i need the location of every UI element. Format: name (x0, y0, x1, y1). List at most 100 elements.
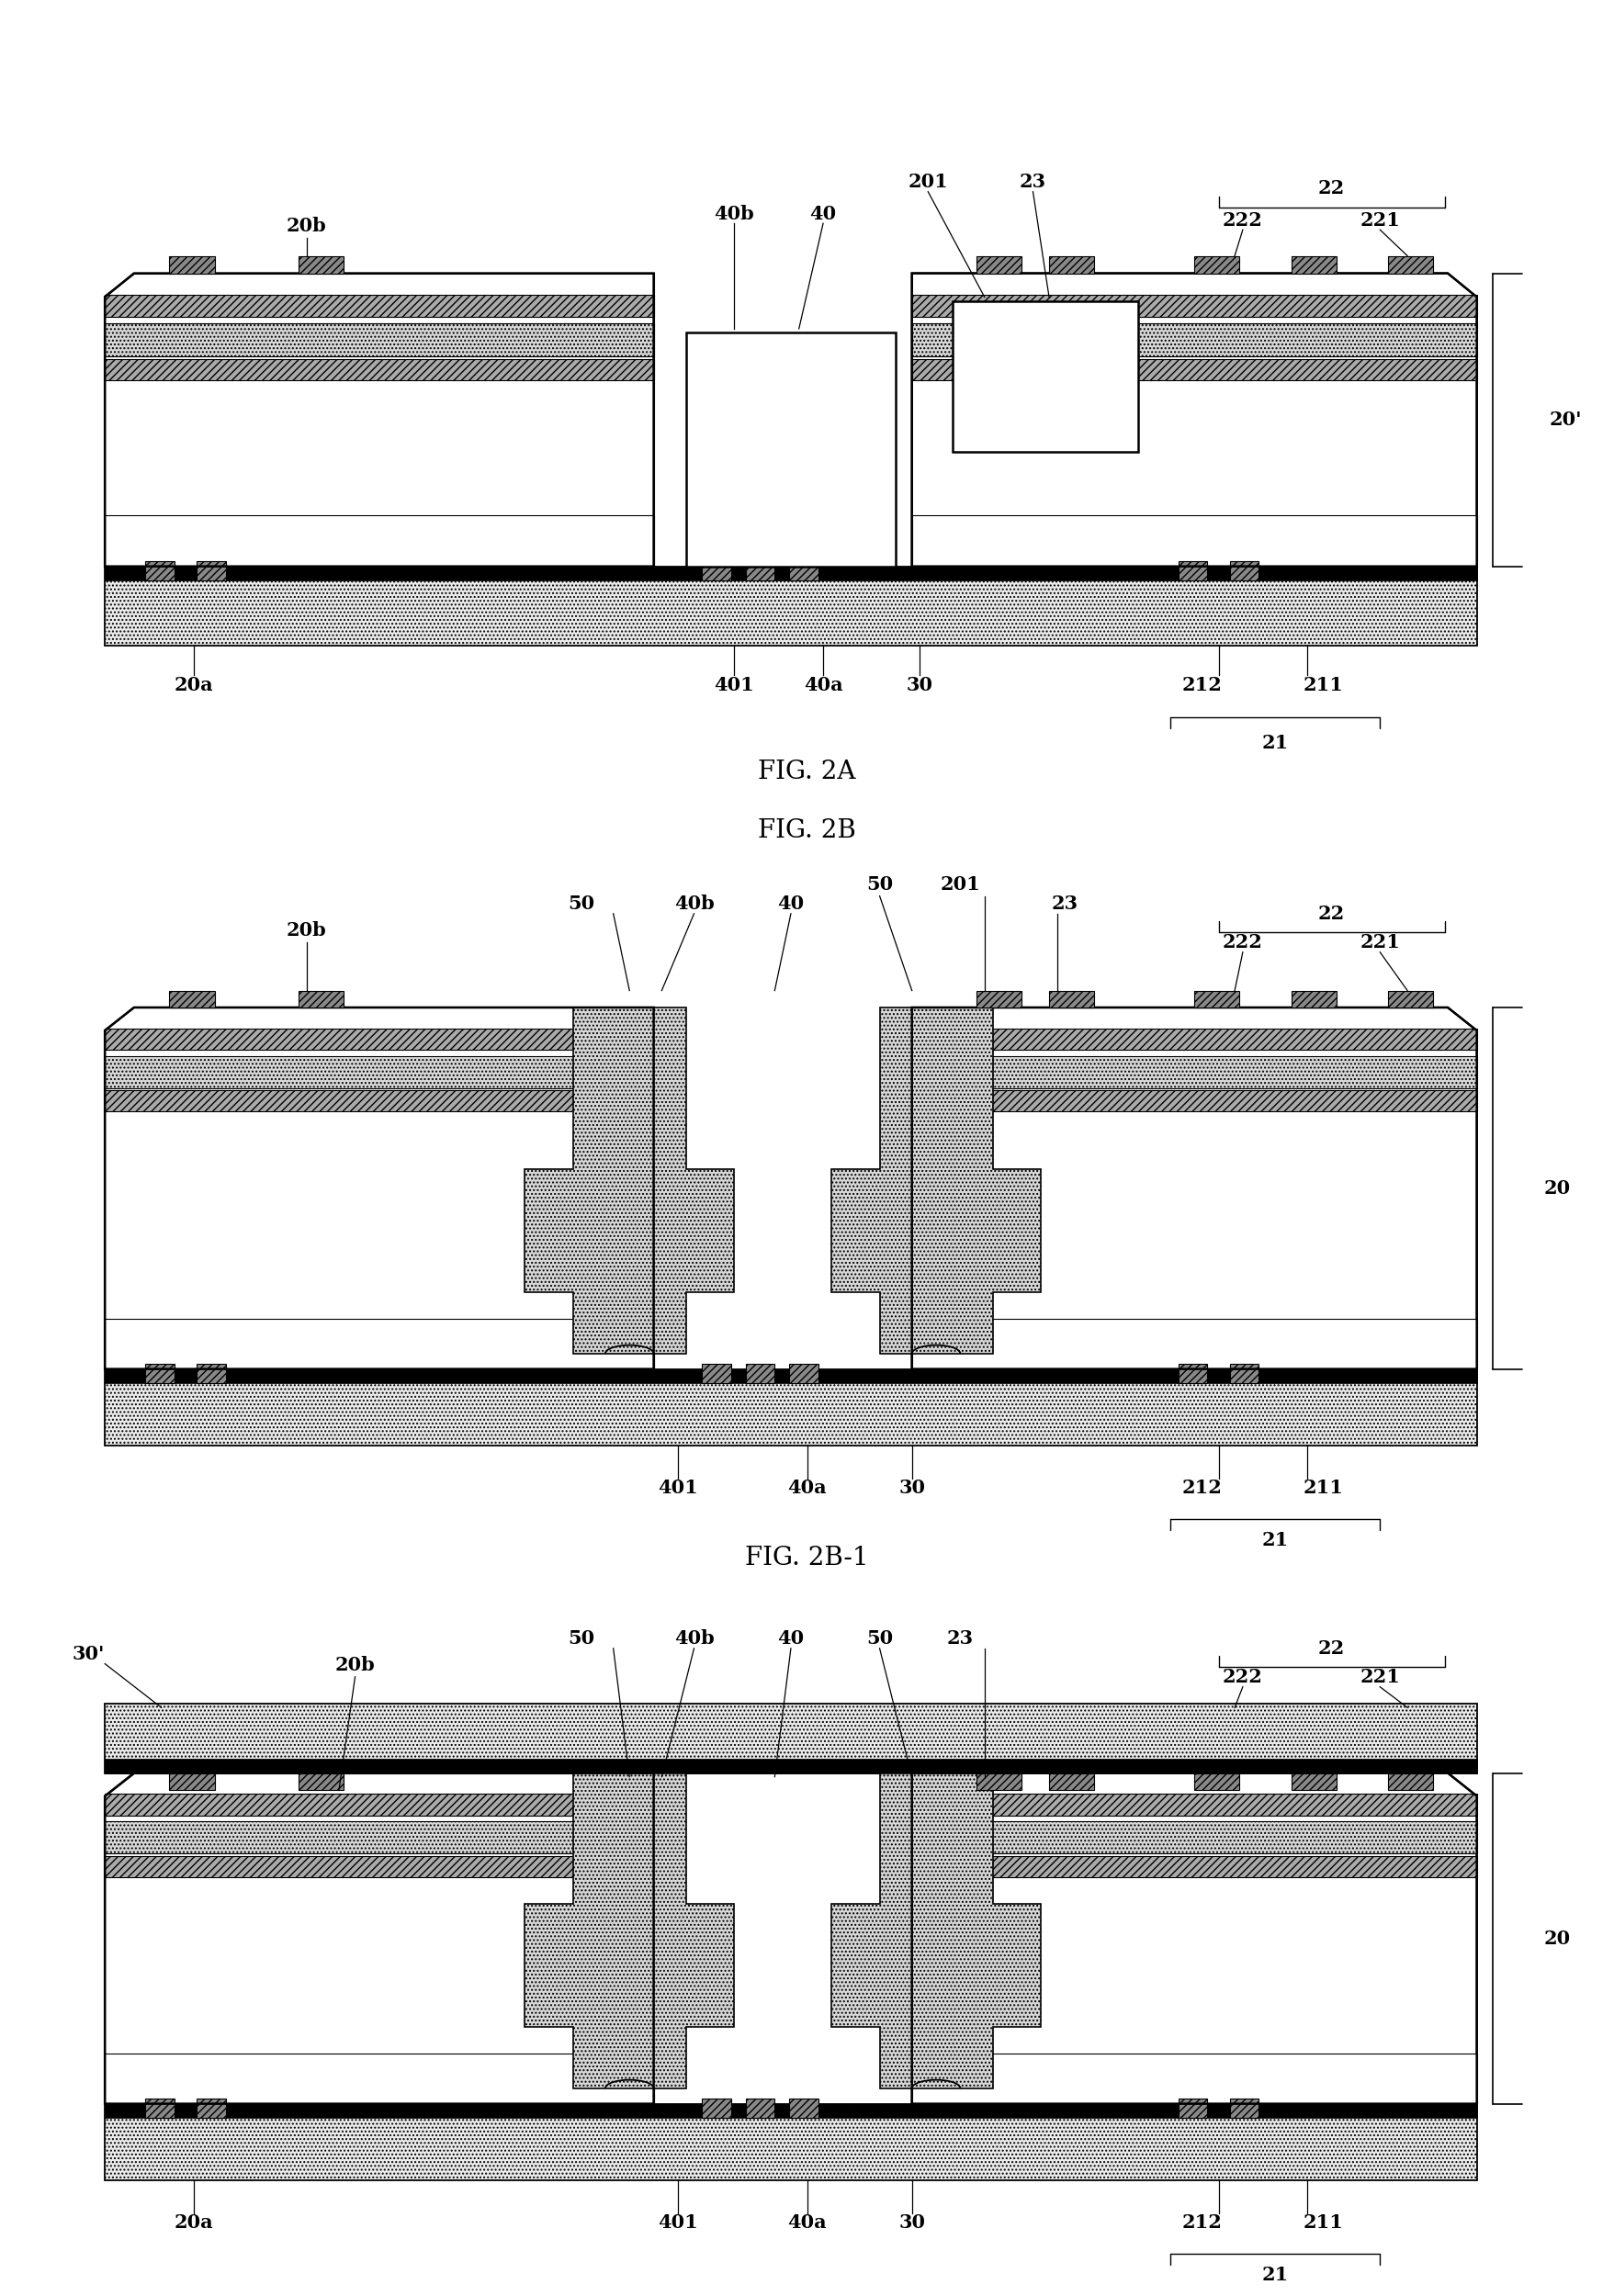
Polygon shape (831, 1773, 1041, 2089)
Bar (912, 2053, 1477, 2103)
Bar (1230, 2099, 1259, 2117)
Bar (299, 990, 344, 1008)
Bar (1291, 990, 1336, 1008)
Bar (1291, 1773, 1336, 1791)
Text: 22: 22 (1319, 905, 1344, 923)
Text: 20b: 20b (336, 1655, 374, 1674)
Text: 50: 50 (867, 875, 893, 893)
Bar (1388, 255, 1433, 273)
Bar (105, 514, 654, 567)
Bar (1049, 990, 1094, 1008)
Text: 23: 23 (1020, 172, 1046, 191)
Bar (746, 560, 775, 581)
Polygon shape (105, 1773, 654, 2103)
Bar (105, 1368, 1477, 1446)
Bar (105, 358, 654, 381)
Bar (197, 1364, 226, 1382)
Bar (912, 1855, 1477, 1876)
Bar (702, 1364, 731, 1382)
Bar (1388, 990, 1433, 1008)
Bar (197, 560, 226, 581)
Bar (1178, 2099, 1207, 2117)
Text: 40: 40 (810, 204, 836, 223)
Text: 40b: 40b (675, 1630, 713, 1649)
Bar (1049, 255, 1094, 273)
Bar (1388, 1773, 1433, 1791)
Text: 21: 21 (1262, 1531, 1288, 1550)
Bar (105, 1056, 654, 1088)
Bar (912, 1056, 1477, 1088)
Bar (912, 1793, 1477, 1816)
Text: 221: 221 (1361, 932, 1399, 951)
Bar (105, 567, 1477, 581)
Bar (1230, 560, 1259, 581)
Bar (1194, 990, 1240, 1008)
Text: 30: 30 (899, 1479, 925, 1497)
Text: 20: 20 (1545, 1180, 1570, 1199)
Text: 222: 222 (1223, 1667, 1262, 1685)
Text: 40a: 40a (804, 675, 843, 693)
Text: 20a: 20a (174, 675, 213, 693)
Text: 211: 211 (1304, 675, 1343, 693)
Bar (105, 324, 654, 356)
Polygon shape (831, 1008, 1041, 1355)
Bar (1291, 255, 1336, 273)
Text: 30: 30 (907, 675, 933, 693)
Text: 201: 201 (909, 172, 947, 191)
Text: 20b: 20b (287, 216, 326, 234)
Bar (686, 333, 896, 567)
Polygon shape (525, 1008, 734, 1355)
Text: 20b: 20b (287, 921, 326, 939)
Text: 23: 23 (947, 1630, 973, 1649)
Text: 211: 211 (1304, 2213, 1343, 2232)
Bar (702, 560, 731, 581)
Bar (197, 2099, 226, 2117)
Text: 20a: 20a (174, 2213, 213, 2232)
Bar (145, 560, 174, 581)
Text: 50: 50 (568, 1630, 594, 1649)
Bar (912, 294, 1477, 317)
Bar (105, 2103, 1477, 2181)
Text: 221: 221 (1361, 1667, 1399, 1685)
Polygon shape (912, 1008, 1477, 1368)
Bar (105, 1855, 654, 1876)
Bar (789, 2099, 818, 2117)
Bar (912, 1029, 1477, 1049)
Text: 401: 401 (659, 1479, 697, 1497)
Text: FIG. 2B-1: FIG. 2B-1 (746, 1545, 868, 1570)
Text: 40a: 40a (788, 1479, 826, 1497)
Text: 212: 212 (1183, 1479, 1222, 1497)
Bar (976, 1773, 1022, 1791)
Bar (912, 514, 1477, 567)
Polygon shape (912, 273, 1477, 567)
Text: 20': 20' (1549, 411, 1582, 429)
Bar (169, 1773, 215, 1791)
Text: 40b: 40b (675, 895, 713, 914)
Bar (105, 1704, 1477, 1773)
Text: 222: 222 (1223, 932, 1262, 951)
Bar (976, 990, 1022, 1008)
Bar (105, 294, 654, 317)
Bar (746, 1364, 775, 1382)
Bar (105, 567, 1477, 645)
Bar (145, 1364, 174, 1382)
Text: 30: 30 (899, 2213, 925, 2232)
Bar (952, 301, 1138, 452)
Bar (105, 1029, 654, 1049)
Bar (912, 1091, 1477, 1111)
Text: 40a: 40a (788, 2213, 826, 2232)
Text: 401: 401 (659, 2213, 697, 2232)
Text: 22: 22 (1319, 179, 1344, 197)
Bar (1049, 1773, 1094, 1791)
Text: 40: 40 (778, 895, 804, 914)
Bar (105, 1318, 654, 1368)
Bar (1178, 1364, 1207, 1382)
Bar (105, 1368, 1477, 1382)
Text: 212: 212 (1183, 675, 1222, 693)
Bar (105, 1091, 654, 1111)
Bar (1230, 1364, 1259, 1382)
Bar (746, 2099, 775, 2117)
Text: 21: 21 (1262, 2266, 1288, 2285)
Bar (105, 1821, 654, 1853)
Text: 211: 211 (1304, 1479, 1343, 1497)
